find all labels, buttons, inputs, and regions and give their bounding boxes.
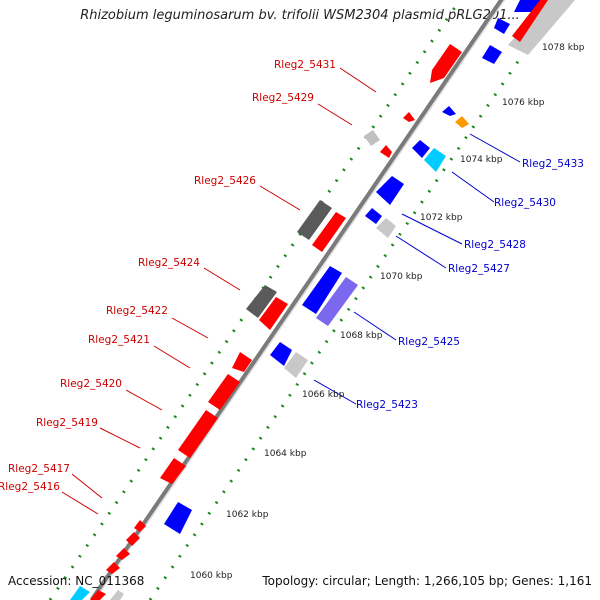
gene-rleg2-5428[interactable] xyxy=(376,176,404,205)
left-leader-lines xyxy=(61,67,377,515)
gene-rleg2-5429[interactable] xyxy=(380,145,392,158)
gene-label[interactable]: Rleg2_5427 xyxy=(448,263,510,275)
right-gene-labels: Rleg2_5433 Rleg2_5430 Rleg2_5428 Rleg2_5… xyxy=(356,158,584,411)
gene-reverse-1078b[interactable] xyxy=(494,18,510,34)
gene-rleg2-5430[interactable] xyxy=(424,148,446,172)
gene-rleg2-5422[interactable] xyxy=(232,352,252,372)
tick-ring-outer-right xyxy=(148,0,562,600)
gene-label[interactable]: Rleg2_5430 xyxy=(494,197,556,209)
gene-rleg2-5425-blue[interactable] xyxy=(302,266,342,314)
scale-label: 1072 kbp xyxy=(420,213,463,223)
gene-reverse-1078a[interactable] xyxy=(482,45,502,64)
gene-label[interactable]: Rleg2_5429 xyxy=(252,92,314,104)
gene-label[interactable]: Rleg2_5424 xyxy=(138,257,200,269)
scale-label: 1064 kbp xyxy=(264,449,307,459)
map-title: Rhizobium leguminosarum bv. trifolii WSM… xyxy=(80,8,520,23)
gene-reverse-small[interactable] xyxy=(442,106,456,116)
gene-forward-low-a[interactable] xyxy=(116,548,130,560)
gene-label[interactable]: Rleg2_5423 xyxy=(356,399,418,411)
gene-label[interactable]: Rleg2_5420 xyxy=(60,378,122,390)
gene-rleg2-5424-grey[interactable] xyxy=(246,285,277,318)
gene-rleg2-5427[interactable] xyxy=(376,218,396,238)
gene-rleg2-5424[interactable] xyxy=(259,297,288,330)
gene-rleg2-5425[interactable] xyxy=(316,277,358,326)
gene-label[interactable]: Rleg2_5419 xyxy=(36,417,98,429)
gene-label[interactable]: Rleg2_5416 xyxy=(0,481,60,493)
scale-label: 1062 kbp xyxy=(226,510,269,520)
gene-label[interactable]: Rleg2_5421 xyxy=(88,334,150,346)
gene-red-bottom[interactable] xyxy=(90,590,106,600)
gene-forward-low-b[interactable] xyxy=(106,562,120,574)
gene-rleg2-5433[interactable] xyxy=(412,140,430,158)
gene-label[interactable]: Rleg2_5417 xyxy=(8,463,70,475)
scale-label: 1060 kbp xyxy=(190,571,233,581)
scale-label: 1074 kbp xyxy=(460,155,503,165)
scale-label: 1068 kbp xyxy=(340,331,383,341)
gene-rleg2-5419[interactable] xyxy=(160,458,186,484)
gene-reverse-1072[interactable] xyxy=(365,208,382,224)
gene-grey-bottom[interactable] xyxy=(110,590,124,600)
gene-orange[interactable] xyxy=(455,116,469,128)
gene-rleg2-5426-grey[interactable] xyxy=(297,200,332,240)
scale-label: 1070 kbp xyxy=(380,272,423,282)
gene-rleg2-5423[interactable] xyxy=(284,352,308,378)
gene-rleg2-5423-blue[interactable] xyxy=(270,342,292,366)
genome-stats-text: Topology: circular; Length: 1,266,105 bp… xyxy=(262,574,592,588)
gene-label[interactable]: Rleg2_5426 xyxy=(194,175,256,187)
scale-label: 1078 kbp xyxy=(542,43,585,53)
gene-rleg2-5416[interactable] xyxy=(126,532,140,546)
gene-label[interactable]: Rleg2_5433 xyxy=(522,158,584,170)
gene-small-red-a[interactable] xyxy=(403,112,415,122)
left-gene-labels: Rleg2_5431 Rleg2_5429 Rleg2_5426 Rleg2_5… xyxy=(0,59,336,493)
gene-rleg2-5426[interactable] xyxy=(312,212,346,252)
gene-cyan-bottom[interactable] xyxy=(70,586,90,600)
gene-label[interactable]: Rleg2_5425 xyxy=(398,336,460,348)
accession-text: Accession: NC_011368 xyxy=(8,574,145,588)
gene-label[interactable]: Rleg2_5422 xyxy=(106,305,168,317)
gene-label[interactable]: Rleg2_5428 xyxy=(464,239,526,251)
gene-rleg2-5421[interactable] xyxy=(208,374,240,410)
gene-rleg2-5417[interactable] xyxy=(134,520,146,532)
scale-label: 1066 kbp xyxy=(302,390,345,400)
right-leader-lines xyxy=(313,133,521,405)
gene-label[interactable]: Rleg2_5431 xyxy=(274,59,336,71)
gene-rleg2-5431[interactable] xyxy=(430,44,462,83)
backbone xyxy=(89,0,505,600)
gene-grey-small[interactable] xyxy=(364,130,380,146)
gene-grey-top[interactable] xyxy=(508,0,575,55)
gene-reverse-1062[interactable] xyxy=(164,502,192,534)
scale-label: 1076 kbp xyxy=(502,98,545,108)
scale-labels: 1060 kbp 1062 kbp 1064 kbp 1066 kbp 1068… xyxy=(190,43,585,581)
gene-forward-top[interactable] xyxy=(512,0,548,42)
gene-rleg2-5420[interactable] xyxy=(178,410,218,458)
